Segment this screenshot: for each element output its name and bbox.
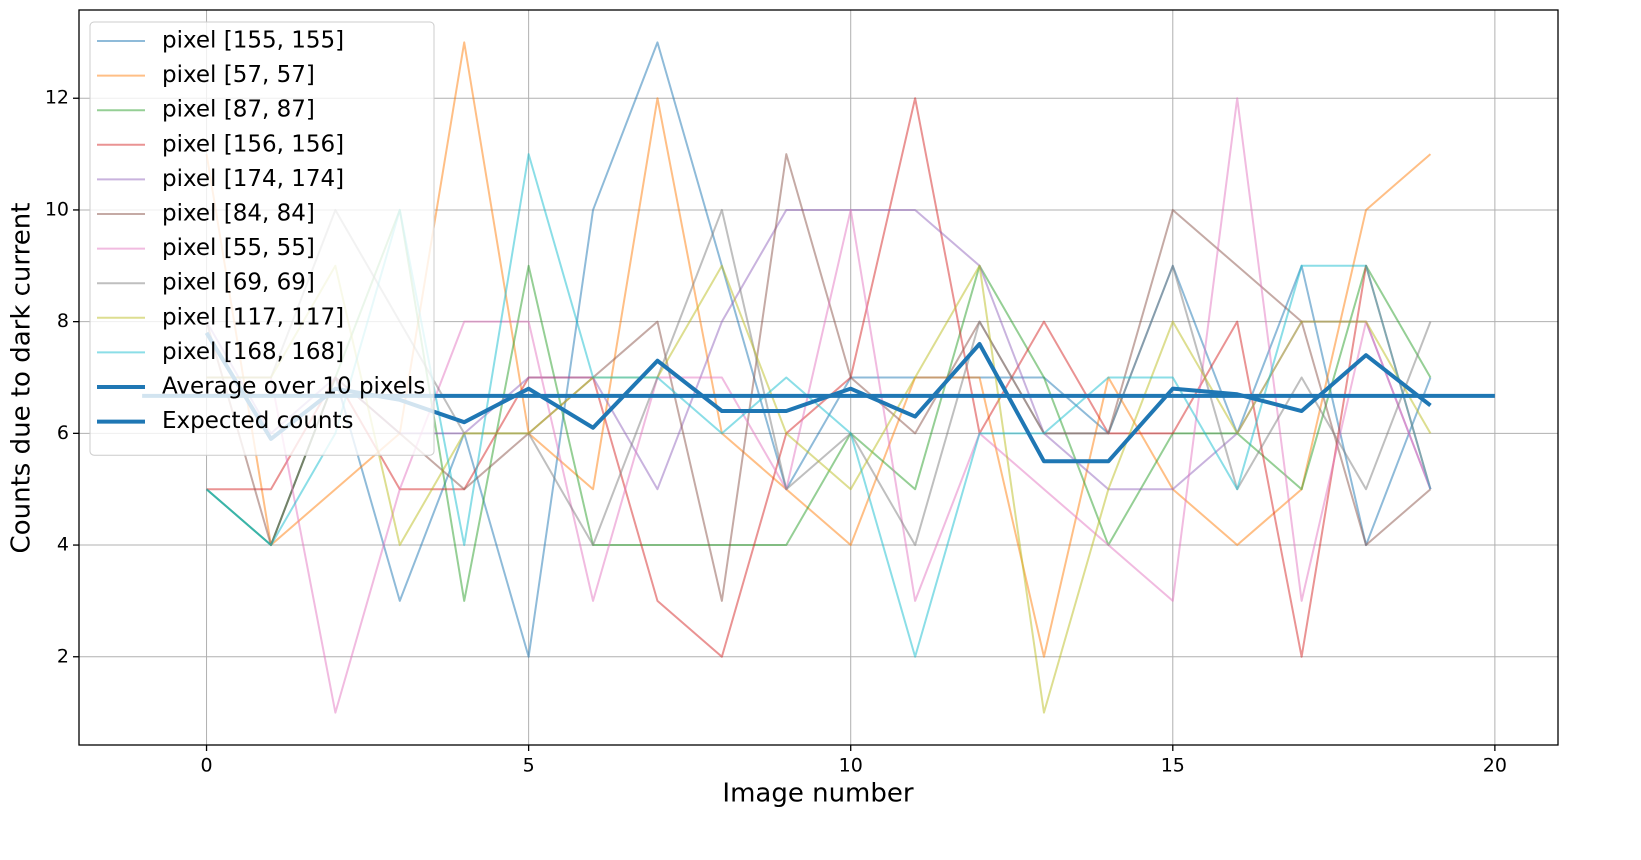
legend-label: pixel [156, 156] bbox=[162, 131, 344, 157]
legend-label: pixel [69, 69] bbox=[162, 270, 315, 296]
legend-label: pixel [174, 174] bbox=[162, 166, 344, 192]
y-tick-label: 8 bbox=[57, 310, 69, 332]
legend-label: pixel [117, 117] bbox=[162, 304, 344, 330]
y-axis-label: Counts due to dark current bbox=[7, 203, 37, 554]
series-line bbox=[205, 41, 1432, 658]
y-tick-label: 12 bbox=[45, 87, 69, 109]
y-tick-label: 4 bbox=[57, 534, 69, 556]
x-tick-label: 20 bbox=[1483, 755, 1507, 777]
legend-label: Expected counts bbox=[162, 408, 354, 434]
legend-label: pixel [155, 155] bbox=[162, 28, 344, 54]
x-tick-label: 15 bbox=[1161, 755, 1185, 777]
legend-label: pixel [55, 55] bbox=[162, 235, 315, 261]
legend-label: pixel [57, 57] bbox=[162, 62, 315, 88]
legend-label: Average over 10 pixels bbox=[162, 374, 425, 400]
legend: pixel [155, 155] pixel [57, 57] pixel [87,… bbox=[89, 21, 435, 456]
x-tick-label: 5 bbox=[523, 755, 535, 777]
y-tick-label: 2 bbox=[57, 645, 69, 667]
legend-label: pixel [84, 84] bbox=[162, 201, 315, 227]
legend-box bbox=[89, 21, 435, 456]
x-axis-label: Image number bbox=[722, 779, 913, 809]
ticks: 0 5 10 15 20 2 4 6 8 10 12 bbox=[45, 87, 1507, 777]
x-tick-label: 10 bbox=[839, 755, 863, 777]
legend-label: pixel [168, 168] bbox=[162, 339, 344, 365]
series-line bbox=[206, 264, 1432, 714]
y-tick-label: 6 bbox=[57, 422, 69, 444]
series-line bbox=[206, 97, 1432, 714]
plot-frame bbox=[78, 9, 1559, 746]
legend-label: pixel [87, 87] bbox=[162, 97, 315, 123]
x-tick-label: 0 bbox=[200, 755, 212, 777]
y-tick-label: 10 bbox=[45, 198, 69, 220]
